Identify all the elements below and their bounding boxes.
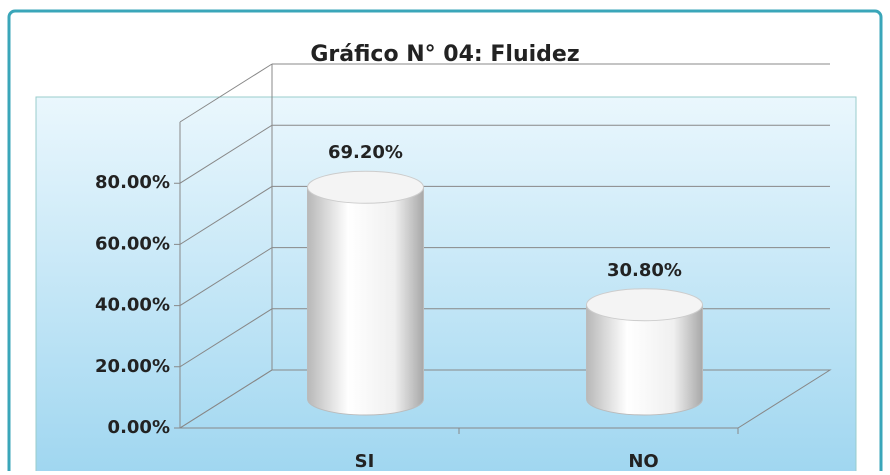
chart: Gráfico N° 04: Fluidez 0.00% 20.00% 40.00%… <box>0 0 890 471</box>
y-tick-label: 40.00% <box>95 295 170 316</box>
cylinder-top <box>587 289 703 321</box>
y-tick-label: 80.00% <box>95 172 170 193</box>
y-tick-label: 0.00% <box>108 417 170 438</box>
x-tick-label: SI <box>355 451 375 471</box>
cylinder-top <box>308 171 424 203</box>
value-label: 69.20% <box>328 142 403 163</box>
y-tick-label: 60.00% <box>95 233 170 254</box>
y-tick-label: 20.00% <box>95 356 170 377</box>
value-label: 30.80% <box>607 260 682 281</box>
x-tick-label: NO <box>628 451 658 471</box>
cylinder-body <box>587 305 703 415</box>
plot-area <box>36 97 856 471</box>
chart-title: Gráfico N° 04: Fluidez <box>310 42 579 67</box>
cylinder-body <box>308 187 424 415</box>
